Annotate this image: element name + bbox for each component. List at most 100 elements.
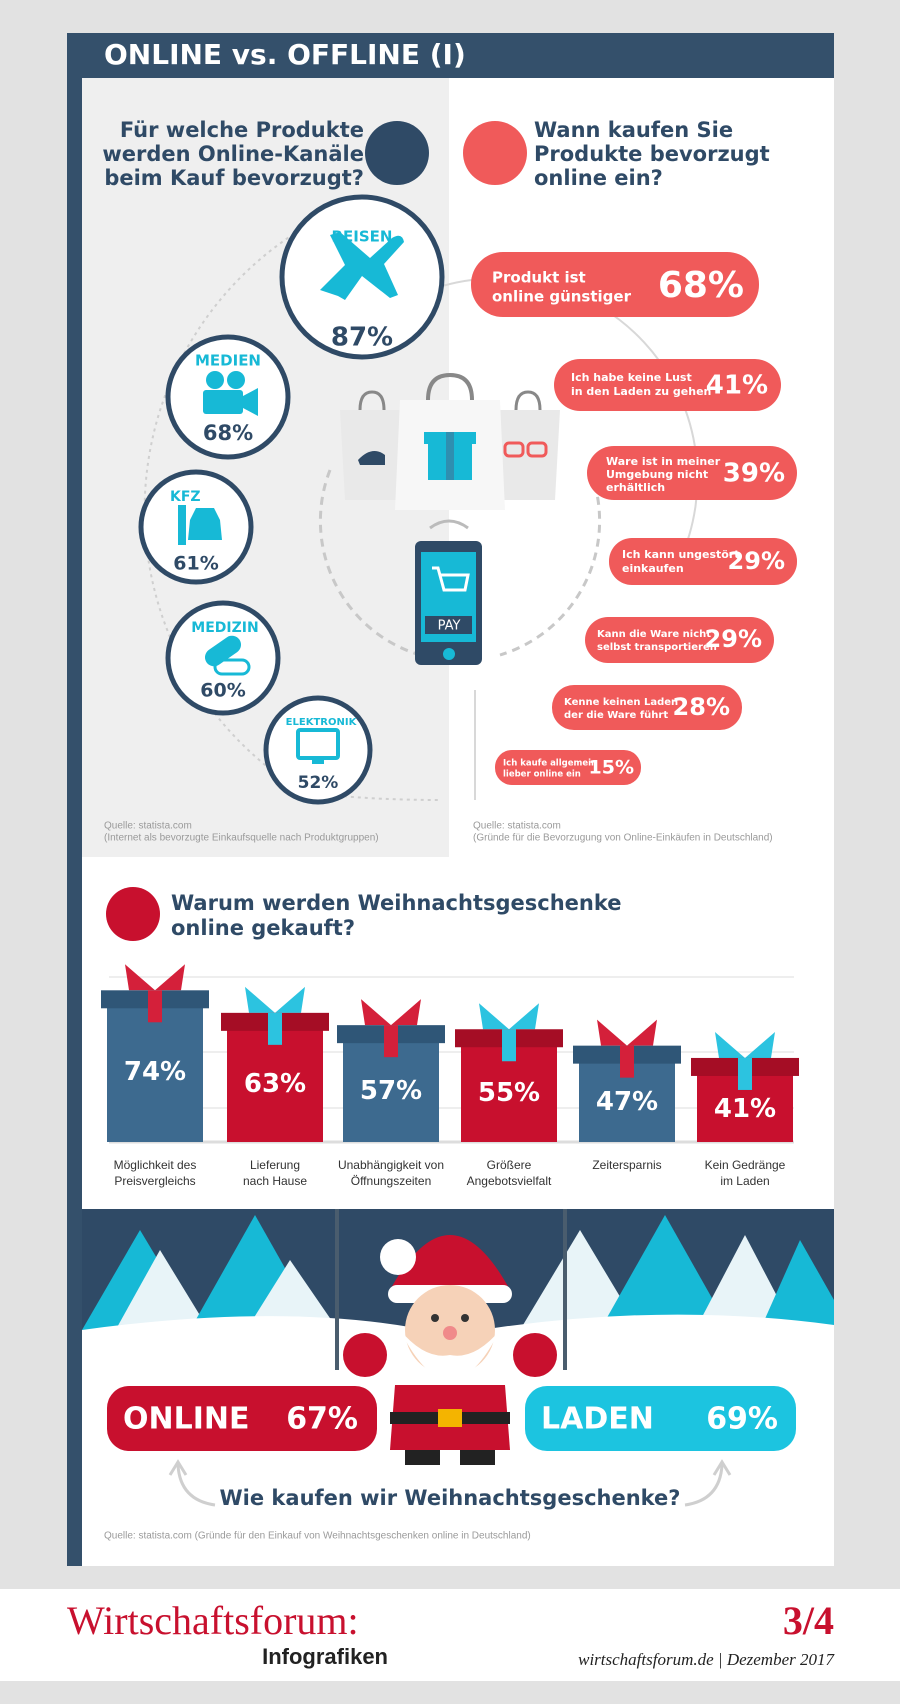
reason-pill xyxy=(587,446,797,500)
product-medizin xyxy=(165,600,281,716)
gift-ribbon xyxy=(620,1045,634,1078)
gift xyxy=(101,964,209,1142)
arrows xyxy=(168,1459,732,1507)
shopping-bags xyxy=(446,432,454,480)
gift-category: Möglichkeit des xyxy=(114,1158,197,1172)
shopping-bags xyxy=(503,441,525,458)
product-medien xyxy=(227,371,245,389)
source: Quelle: statista.com xyxy=(473,821,561,832)
reasons-question: online ein? xyxy=(534,166,663,190)
trees xyxy=(82,1215,834,1340)
arrows xyxy=(684,1464,724,1507)
gift-bow xyxy=(245,986,305,1013)
trees xyxy=(600,1215,730,1330)
christmas-question: Wie kaufen wir Weihnachtsgeschenke? xyxy=(220,1486,681,1510)
reason-pill xyxy=(495,750,641,785)
gift-ribbon xyxy=(148,990,162,1023)
reason-value: 68% xyxy=(658,265,744,306)
gift xyxy=(455,1003,563,1142)
phone xyxy=(415,519,482,665)
santa xyxy=(380,1239,416,1275)
santa xyxy=(390,1235,510,1290)
phone xyxy=(443,648,455,660)
product-label: MEDIEN xyxy=(195,352,261,370)
trees xyxy=(520,1230,640,1330)
gift-bow xyxy=(361,999,421,1026)
santa xyxy=(460,1450,495,1465)
site: wirtschaftsforum.de | Dezember 2017 xyxy=(578,1650,835,1669)
gift-bow xyxy=(597,1019,657,1046)
gift-value: 41% xyxy=(714,1094,776,1124)
santa xyxy=(335,1209,567,1465)
product-value: 68% xyxy=(203,421,253,445)
gift-box xyxy=(227,1026,323,1142)
santa xyxy=(431,1314,439,1322)
gifts-title: online gekauft? xyxy=(171,916,355,940)
gift-category: im Laden xyxy=(720,1174,769,1188)
bullet xyxy=(365,121,429,185)
gift-category: Lieferung xyxy=(250,1158,300,1172)
source: (Gründe für die Bevorzugung von Online-E… xyxy=(473,833,773,844)
product-elektronik xyxy=(263,695,373,805)
pay-button: PAY xyxy=(438,619,461,634)
gift-category: Größere xyxy=(487,1158,532,1172)
gift-value: 74% xyxy=(124,1057,186,1087)
product-value: 60% xyxy=(200,680,245,702)
product-kfz xyxy=(188,508,222,540)
source: Quelle: statista.com (Gründe für den Ein… xyxy=(104,1531,531,1542)
reason-value: 29% xyxy=(728,547,785,575)
bullet xyxy=(106,887,160,941)
reason-label: online günstiger xyxy=(492,288,632,306)
arrows xyxy=(176,1464,216,1507)
reason-value: 39% xyxy=(723,459,785,489)
brand: Wirtschaftsforum: xyxy=(67,1598,359,1643)
source: (Internet als bevorzugte Einkaufsquelle … xyxy=(104,833,379,844)
gift-box xyxy=(107,1004,203,1142)
gift xyxy=(573,1019,681,1142)
product-label: MEDIZIN xyxy=(191,620,258,636)
product-value: 52% xyxy=(298,773,339,793)
gift-category: Zeitersparnis xyxy=(592,1158,661,1172)
product-kfz xyxy=(178,505,186,545)
laden-label: LADEN xyxy=(541,1402,654,1437)
product-reisen xyxy=(279,194,445,360)
source: Quelle: statista.com xyxy=(104,821,192,832)
header-title: ONLINE vs. OFFLINE (I) xyxy=(104,38,466,71)
santa xyxy=(405,1450,440,1465)
gifts-title: Warum werden Weihnachtsgeschenke xyxy=(171,891,622,915)
reason-label: Kann die Ware nicht xyxy=(597,629,711,640)
product-reisen xyxy=(279,194,445,360)
phone xyxy=(432,566,470,592)
arrows xyxy=(168,1459,188,1476)
laden-value: 69% xyxy=(706,1402,778,1437)
santa xyxy=(400,1330,500,1380)
reason-label: Ich habe keine Lust xyxy=(571,371,692,384)
reason-value: 29% xyxy=(705,625,762,653)
santa xyxy=(343,1333,387,1377)
reasons-question: Produkte bevorzugt xyxy=(534,142,770,166)
shopping-bags xyxy=(358,451,385,465)
reason-pill xyxy=(554,359,781,411)
product-medien xyxy=(165,334,291,460)
shopping-bags xyxy=(426,372,474,401)
reason-label: einkaufen xyxy=(622,562,684,575)
arrow-ring xyxy=(499,469,602,657)
laden-pill xyxy=(525,1386,796,1451)
santa xyxy=(513,1333,557,1377)
reason-value: 41% xyxy=(706,371,768,401)
product-medien xyxy=(206,371,224,389)
gift-ribbon xyxy=(268,1012,282,1045)
reason-label: lieber online ein xyxy=(503,770,581,780)
gift-category: Kein Gedränge xyxy=(705,1158,786,1172)
bullet xyxy=(463,121,527,185)
reason-label: selbst transportieren xyxy=(597,642,717,653)
reasons-question: Wann kaufen Sie xyxy=(534,118,733,142)
product-label: ELEKTRONIK xyxy=(286,717,358,728)
product-elektronik xyxy=(312,758,324,764)
arrow-ring xyxy=(318,469,421,657)
gift-category: Angebotsvielfalt xyxy=(467,1174,552,1188)
reason-pill xyxy=(585,617,774,663)
santa xyxy=(438,1409,462,1427)
gift-ribbon xyxy=(738,1057,752,1090)
brand-sub: Infografiken xyxy=(262,1644,388,1669)
